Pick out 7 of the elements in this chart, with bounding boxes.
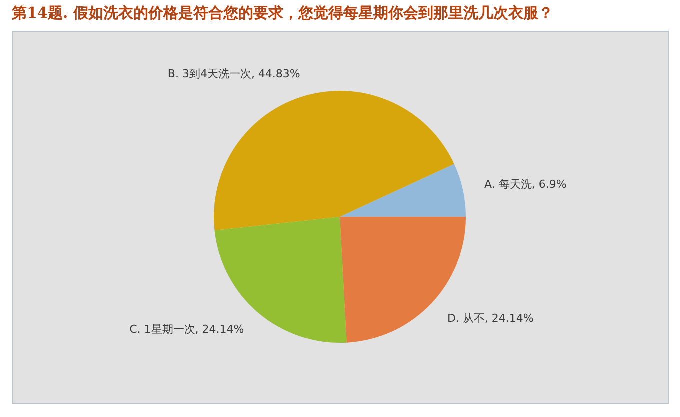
pie-slice [340, 164, 466, 217]
slice-label: C. 1星期一次, 24.14% [130, 322, 244, 336]
pie-slice [214, 91, 454, 231]
slice-label: A. 每天洗, 6.9% [484, 178, 567, 192]
slice-label: B. 3到4天洗一次, 44.83% [168, 67, 300, 80]
chart-title: 第14题. 假如洗衣的价格是符合您的要求，您觉得每星期你会到那里洗几次衣服？ [11, 4, 554, 22]
slice-label: D. 从不, 24.14% [447, 312, 534, 325]
